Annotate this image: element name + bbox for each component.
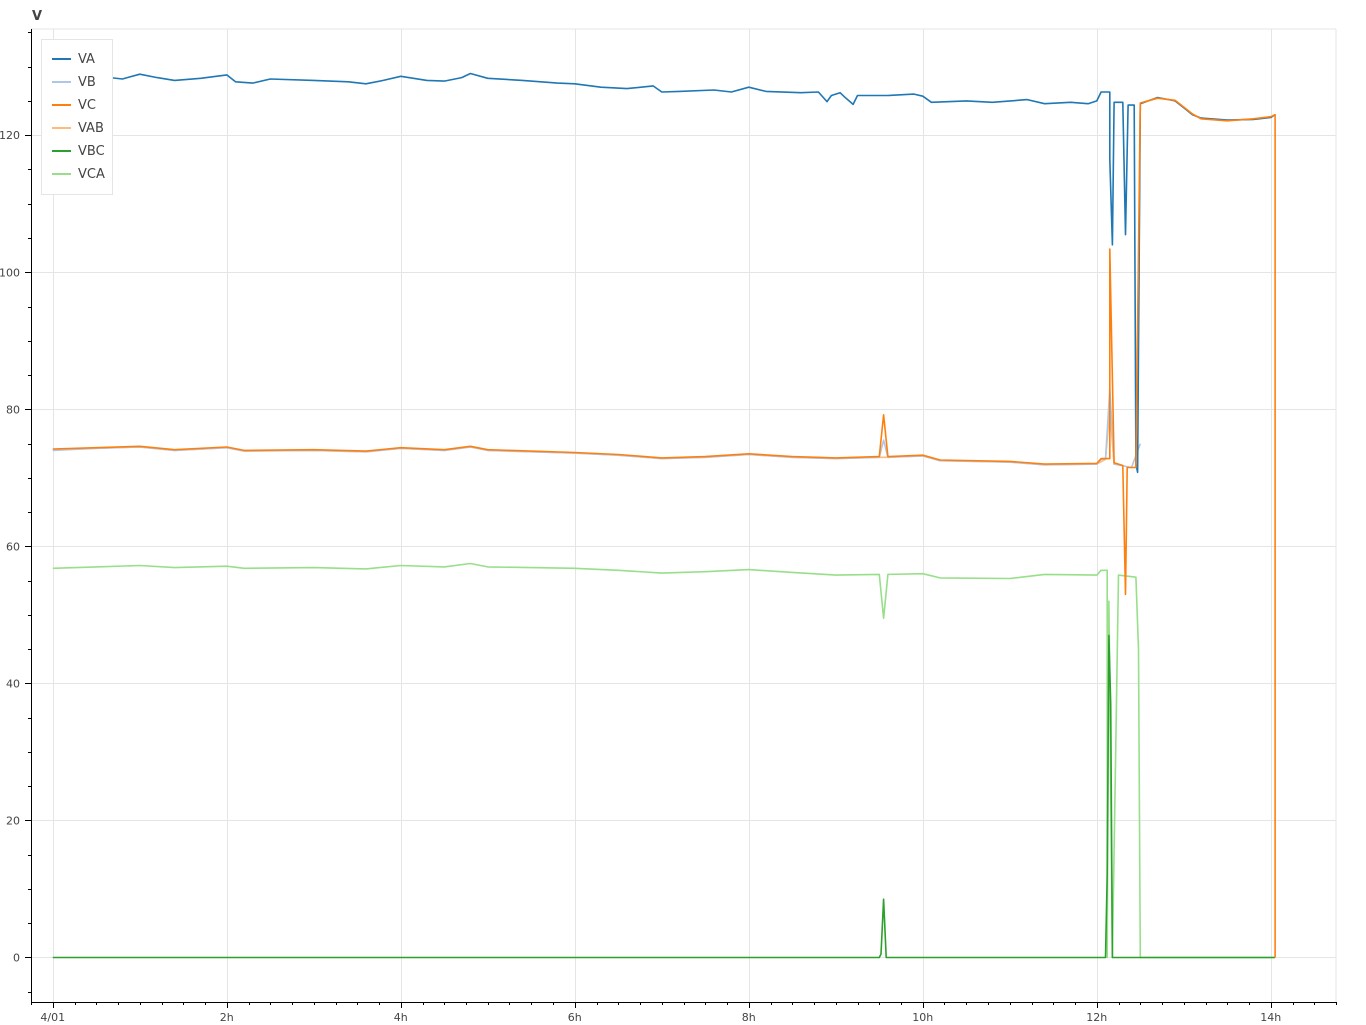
series-line-vca <box>52 562 1276 959</box>
x-tick-label: 12h <box>1086 1011 1107 1024</box>
legend-label: VCA <box>78 166 105 182</box>
legend-swatch <box>52 127 71 129</box>
legend-item-vbc: VBC <box>52 142 105 160</box>
legend-item-vca: VCA <box>52 165 105 183</box>
x-tick-label: 4h <box>394 1011 408 1024</box>
legend-swatch <box>52 173 71 175</box>
y-tick-label: 120 <box>0 129 20 142</box>
legend-label: VBC <box>78 143 105 159</box>
legend: VA VB VC VAB VBC VCA <box>41 39 113 195</box>
legend-item-vb: VB <box>52 73 96 91</box>
legend-item-vc: VC <box>52 96 96 114</box>
x-tick-label: 8h <box>742 1011 756 1024</box>
x-tick-label: 14h <box>1260 1011 1281 1024</box>
series-line-va <box>52 72 1276 474</box>
y-tick-label: 0 <box>13 951 20 964</box>
y-tick-label: 80 <box>6 403 20 416</box>
y-tick-label: 60 <box>6 540 20 553</box>
legend-label: VAB <box>78 120 104 136</box>
series-line-vab <box>52 408 1115 466</box>
series-line-vc <box>52 97 1276 958</box>
y-tick-label: 40 <box>6 677 20 690</box>
series-line-vbc <box>52 634 1276 959</box>
legend-label: VC <box>78 97 96 113</box>
y-tick-label: 100 <box>0 266 20 279</box>
series-lines <box>52 72 1276 959</box>
legend-swatch <box>52 150 71 152</box>
x-tick-label: 2h <box>220 1011 234 1024</box>
x-tick-label: 6h <box>568 1011 582 1024</box>
legend-label: VB <box>78 74 96 90</box>
legend-swatch <box>52 58 71 60</box>
series-line-vb <box>52 387 1142 469</box>
legend-swatch <box>52 81 71 83</box>
legend-swatch <box>52 104 71 106</box>
y-axis-label: V <box>32 9 43 24</box>
x-tick-label: 10h <box>912 1011 933 1024</box>
legend-item-va: VA <box>52 50 95 68</box>
y-tick-label: 20 <box>6 814 20 827</box>
legend-label: VA <box>78 51 95 67</box>
x-tick-label: 4/01 <box>40 1011 65 1024</box>
axes: 0 20 40 60 80 100 120 4/01 2h 4h 6h 8h 10h 12h 14h <box>0 29 1337 1024</box>
legend-item-vab: VAB <box>52 119 104 137</box>
